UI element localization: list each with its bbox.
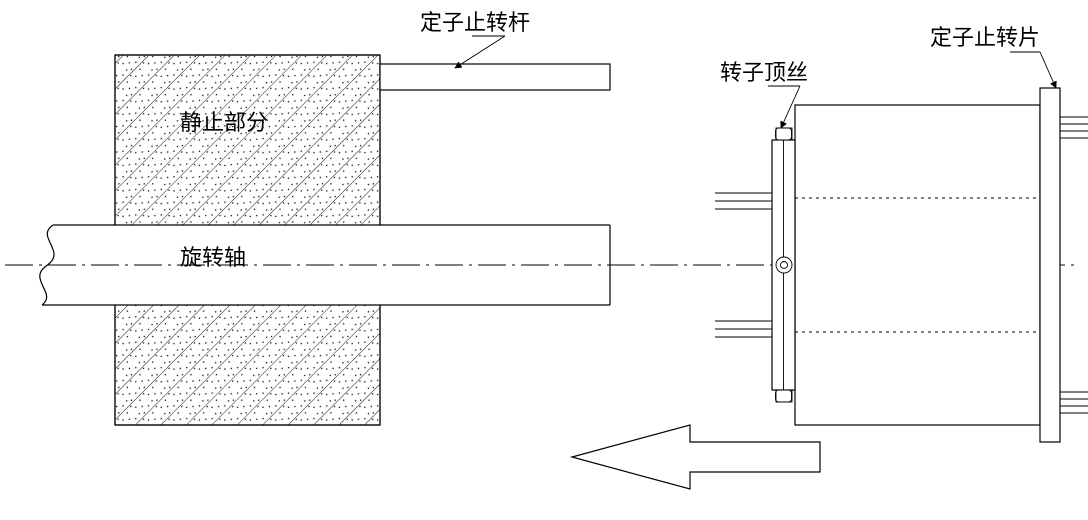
label-rotor-screw: 转子顶丝 (720, 60, 808, 85)
stator-rod (380, 64, 610, 90)
label-stator-plate: 定子止转片 (930, 25, 1040, 50)
label-static-part: 静止部分 (180, 110, 268, 135)
stator-stop-plate (1040, 88, 1060, 442)
rotor-set-screw (776, 257, 792, 273)
label-rotating-shaft: 旋转轴 (180, 245, 246, 270)
direction-arrow (572, 425, 820, 489)
label-stator-rod: 定子止转杆 (420, 10, 530, 35)
slipring-body (795, 105, 1040, 425)
